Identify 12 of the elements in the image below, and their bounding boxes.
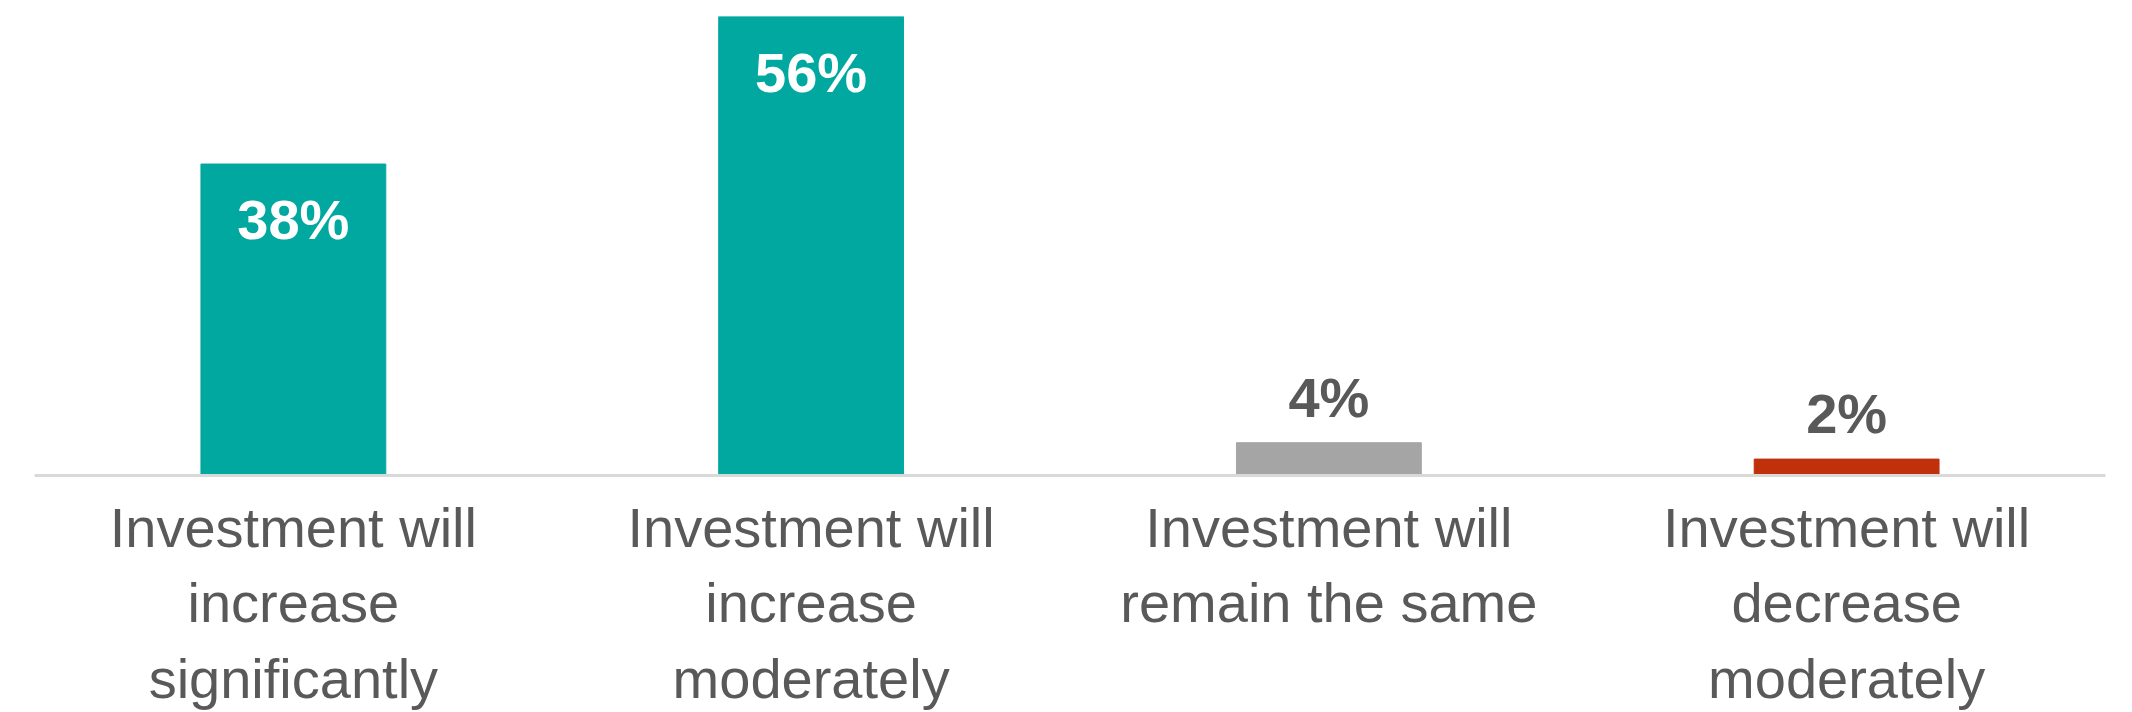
data-label: 38% [237, 188, 350, 252]
bar [1235, 442, 1422, 476]
data-label: 56% [755, 40, 868, 104]
bar [200, 163, 387, 476]
data-label: 2% [1806, 382, 1888, 446]
x-tick-label: Investment will increase significantly [109, 495, 477, 710]
data-label: 4% [1288, 365, 1370, 429]
x-tick-label: Investment will increase moderately [627, 495, 995, 710]
x-tick-label: Investment will remain the same [1120, 495, 1538, 635]
bar [718, 16, 905, 476]
x-tick-label: Investment will decrease moderately [1663, 495, 2031, 710]
bar [1753, 458, 1940, 476]
